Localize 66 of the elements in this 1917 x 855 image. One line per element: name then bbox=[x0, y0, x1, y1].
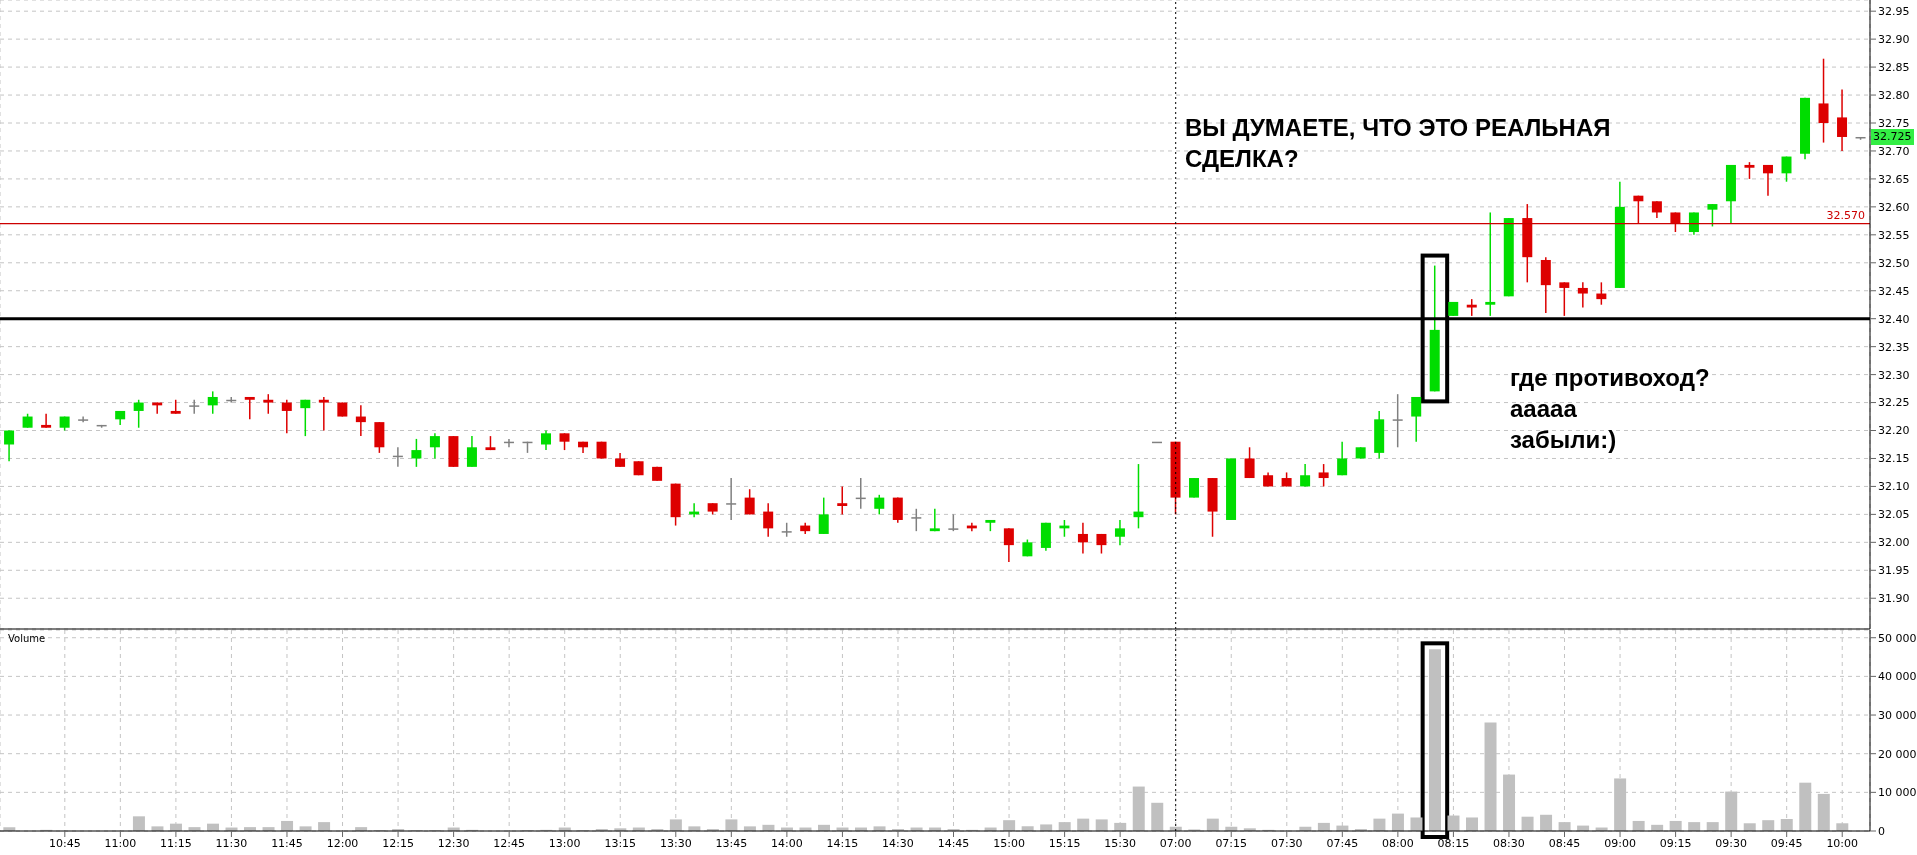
y-tick-label: 32.60 bbox=[1878, 200, 1910, 214]
y-tick-label: 32.05 bbox=[1878, 508, 1910, 522]
x-tick-label: 11:30 bbox=[215, 836, 248, 850]
x-tick-label: 08:45 bbox=[1548, 836, 1581, 850]
x-tick-label: 13:15 bbox=[604, 836, 637, 850]
x-tick-label: 12:15 bbox=[382, 836, 414, 850]
y-tick-label: 32.15 bbox=[1878, 452, 1910, 466]
y-tick-label: 32.50 bbox=[1878, 256, 1910, 270]
y-tick-label: 32.20 bbox=[1878, 424, 1910, 438]
y-tick-label: 30 000 bbox=[1878, 708, 1917, 722]
x-tick-label: 15:30 bbox=[1104, 836, 1136, 850]
y-tick-label: 32.10 bbox=[1878, 480, 1910, 494]
chart-title: Volume bbox=[8, 633, 46, 644]
x-tick-label: 07:45 bbox=[1326, 836, 1359, 850]
x-tick-label: 12:45 bbox=[493, 836, 526, 850]
x-tick-label: 08:15 bbox=[1437, 836, 1470, 850]
x-tick-label: 11:15 bbox=[160, 836, 192, 850]
y-tick-label: 40 000 bbox=[1878, 670, 1917, 684]
x-tick-label: 13:45 bbox=[715, 836, 748, 850]
y-tick-label: 20 000 bbox=[1878, 747, 1917, 761]
y-tick-label: 32.95 bbox=[1878, 5, 1910, 19]
annotation: 32.725 bbox=[1871, 128, 1914, 145]
y-tick-label: 32.65 bbox=[1878, 172, 1910, 186]
x-tick-label: 13:30 bbox=[659, 836, 692, 850]
x-tick-label: 15:15 bbox=[1048, 836, 1081, 850]
x-tick-label: 08:00 bbox=[1382, 836, 1414, 850]
x-tick-label: 14:15 bbox=[826, 836, 859, 850]
y-tick-label: 32.40 bbox=[1878, 312, 1910, 326]
y-tick-label: 32.00 bbox=[1878, 536, 1910, 550]
y-tick-label: 10 000 bbox=[1878, 786, 1917, 800]
x-tick-label: 07:15 bbox=[1215, 836, 1248, 850]
y-tick-label: 31.95 bbox=[1878, 564, 1910, 578]
y-tick-label: 32.90 bbox=[1878, 33, 1910, 47]
x-tick-label: 14:45 bbox=[937, 836, 970, 850]
x-tick-label: 15:00 bbox=[993, 836, 1025, 850]
y-tick-label: 31.90 bbox=[1878, 592, 1910, 606]
ref-line-label: 32.570 bbox=[1826, 208, 1865, 222]
x-tick-label: 11:45 bbox=[271, 836, 303, 850]
x-tick-label: 07:00 bbox=[1159, 836, 1192, 850]
y-tick-label: 32.85 bbox=[1878, 61, 1910, 74]
y-tick-label: 32.45 bbox=[1878, 284, 1910, 298]
x-tick-label: 13:00 bbox=[548, 836, 581, 850]
y-tick-label: 32.35 bbox=[1878, 340, 1910, 354]
x-tick-label: 14:00 bbox=[771, 836, 803, 850]
y-tick-label: 32.25 bbox=[1878, 396, 1910, 410]
y-tick-label: 0 bbox=[1878, 824, 1885, 838]
x-tick-label: 12:00 bbox=[326, 836, 359, 850]
x-tick-label: 07:30 bbox=[1270, 836, 1303, 850]
y-tick-label: 32.80 bbox=[1878, 88, 1910, 102]
x-tick-label: 11:00 bbox=[104, 836, 137, 850]
x-tick-label: 09:15 bbox=[1659, 836, 1692, 850]
annotation: где противоход? ааааа забыли:) bbox=[1510, 363, 1710, 455]
y-tick-label: 32.70 bbox=[1878, 144, 1910, 158]
x-tick-label: 09:45 bbox=[1770, 836, 1803, 850]
x-tick-label: 10:00 bbox=[1826, 836, 1859, 850]
y-tick-label: 32.30 bbox=[1878, 368, 1910, 382]
y-tick-label: 50 000 bbox=[1878, 631, 1917, 645]
x-tick-label: 14:30 bbox=[882, 836, 914, 850]
x-tick-label: 09:00 bbox=[1604, 836, 1636, 850]
y-tick-label: 32.55 bbox=[1878, 228, 1910, 242]
x-tick-label: 12:30 bbox=[437, 836, 470, 850]
x-tick-label: 10:45 bbox=[48, 836, 81, 850]
annotation: ВЫ ДУМАЕТЕ, ЧТО ЭТО РЕАЛЬНАЯ СДЕЛКА? bbox=[1185, 113, 1611, 174]
y-tick-label: 32.75 bbox=[1878, 116, 1910, 130]
x-tick-label: 08:30 bbox=[1493, 836, 1525, 850]
x-tick-label: 09:30 bbox=[1715, 836, 1747, 850]
